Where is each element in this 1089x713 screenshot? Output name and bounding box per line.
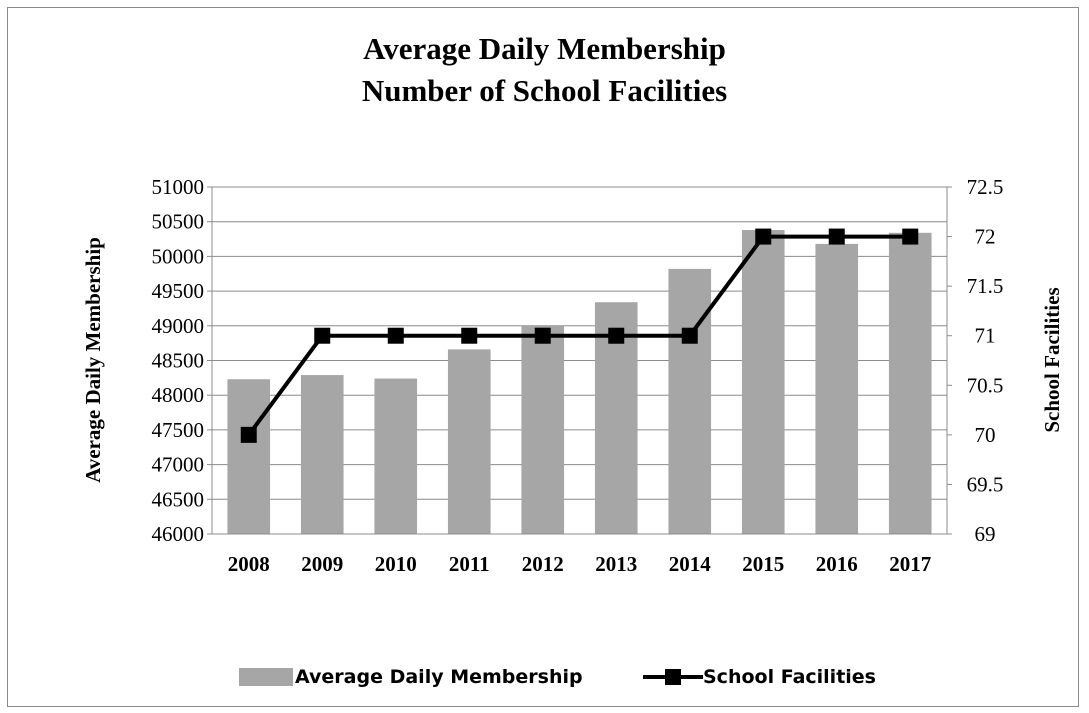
x-axis-ticks: 2008 2009 2010 2011 2012 2013 2014 2015 2016 2017 (228, 552, 932, 576)
x-tick-label: 2010 (375, 552, 417, 576)
line-marker (534, 327, 551, 344)
x-tick-label: 2008 (228, 552, 270, 576)
x-tick-label: 2013 (595, 552, 637, 576)
left-tick-label: 50500 (152, 210, 205, 234)
right-axis-ticks: 69 69.5 70 70.5 71 71.5 72 72.5 (967, 175, 1004, 546)
left-tick-label: 47500 (152, 418, 205, 442)
left-tick-label: 46000 (152, 522, 205, 546)
bar (227, 379, 271, 534)
left-tick-label: 46500 (152, 487, 205, 511)
line-marker (608, 327, 625, 344)
right-tick-label: 71.5 (967, 274, 1004, 298)
right-axis-label: School Facilities (1040, 287, 1064, 432)
right-tick-label: 70.5 (967, 373, 1004, 397)
bar (668, 268, 712, 534)
left-tick-label: 47000 (152, 453, 205, 477)
left-tick-label: 49000 (152, 314, 205, 338)
x-tick-label: 2015 (742, 552, 784, 576)
right-tick-label: 69.5 (967, 472, 1004, 496)
line-marker (314, 327, 331, 344)
facilities-line (247, 234, 911, 437)
line-marker (461, 327, 478, 344)
line-marker (902, 228, 919, 245)
legend-label-facilities: School Facilities (703, 666, 876, 688)
line-marker (387, 327, 404, 344)
legend-bar-swatch (239, 668, 293, 686)
bar (521, 325, 565, 534)
line-marker (828, 228, 845, 245)
line-marker (240, 426, 257, 443)
right-tick-label: 72.5 (967, 175, 1004, 199)
legend-line-swatch (643, 668, 703, 686)
chart-title-line-2: Number of School Facilities (361, 73, 728, 108)
chart-title-line-1: Average Daily Membership (363, 31, 726, 66)
line-marker (681, 327, 698, 344)
bar (815, 243, 859, 534)
bar (374, 378, 418, 534)
bar (888, 232, 932, 534)
bar (741, 230, 785, 534)
x-tick-label: 2014 (669, 552, 712, 576)
right-tick-label: 69 (975, 522, 996, 546)
x-tick-label: 2011 (449, 552, 490, 576)
legend-item-membership: Average Daily Membership (239, 664, 583, 690)
left-tick-label: 49500 (152, 279, 205, 303)
bar (447, 349, 491, 534)
x-tick-label: 2009 (301, 552, 343, 576)
line-marker (755, 228, 772, 245)
left-tick-label: 48500 (152, 349, 205, 373)
legend-item-facilities: School Facilities (643, 664, 876, 690)
legend-label-membership: Average Daily Membership (295, 666, 583, 688)
left-axis-label: Average Daily Membership (81, 237, 105, 483)
bar-series (227, 230, 932, 534)
right-tick-label: 72 (975, 225, 996, 249)
x-tick-label: 2012 (522, 552, 564, 576)
left-tick-label: 50000 (152, 244, 205, 268)
right-tick-label: 70 (975, 423, 996, 447)
bar (300, 375, 344, 534)
left-axis-ticks: 46000 46500 47000 47500 48000 48500 49000 49500… (152, 175, 205, 546)
left-tick-label: 48000 (152, 383, 205, 407)
x-tick-label: 2016 (816, 552, 858, 576)
right-tick-label: 71 (975, 324, 996, 348)
axes (207, 186, 952, 535)
left-tick-label: 51000 (152, 175, 205, 199)
legend: Average Daily Membership School Faciliti… (0, 664, 1089, 690)
line-series (240, 228, 919, 443)
x-tick-label: 2017 (889, 552, 931, 576)
